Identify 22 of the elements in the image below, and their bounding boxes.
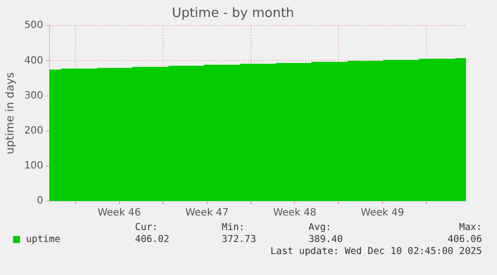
y-axis-title: uptime in days [3, 72, 16, 154]
text: 372.73 [222, 234, 258, 245]
text: Cur: [135, 222, 159, 233]
y-tick-label: 200 [24, 125, 44, 136]
y-tick-label: 100 [24, 160, 44, 172]
y-tick-label: 300 [24, 90, 44, 102]
chart-title: Uptime - by month [172, 6, 294, 22]
text: Min: [222, 222, 246, 233]
text: 406.02 [135, 234, 170, 245]
text: 389.40 [308, 234, 344, 245]
x-tick-label: Week 47 [185, 208, 229, 219]
x-tick-label: Week 46 [98, 208, 141, 219]
text: Last update: Wed Dec 10 02:45:00 2025 [270, 246, 482, 257]
x-tick-label: Week 48 [273, 208, 316, 219]
text: Max: [458, 222, 482, 233]
y-tick-label: 0 [36, 196, 44, 207]
x-tick-label: Week 49 [360, 208, 404, 219]
y-tick-label: 500 [24, 20, 44, 32]
text: 406.06 [446, 234, 482, 245]
y-tick-label: 400 [24, 55, 44, 66]
legend-label: uptime [26, 234, 60, 245]
text: Avg: [308, 222, 332, 233]
